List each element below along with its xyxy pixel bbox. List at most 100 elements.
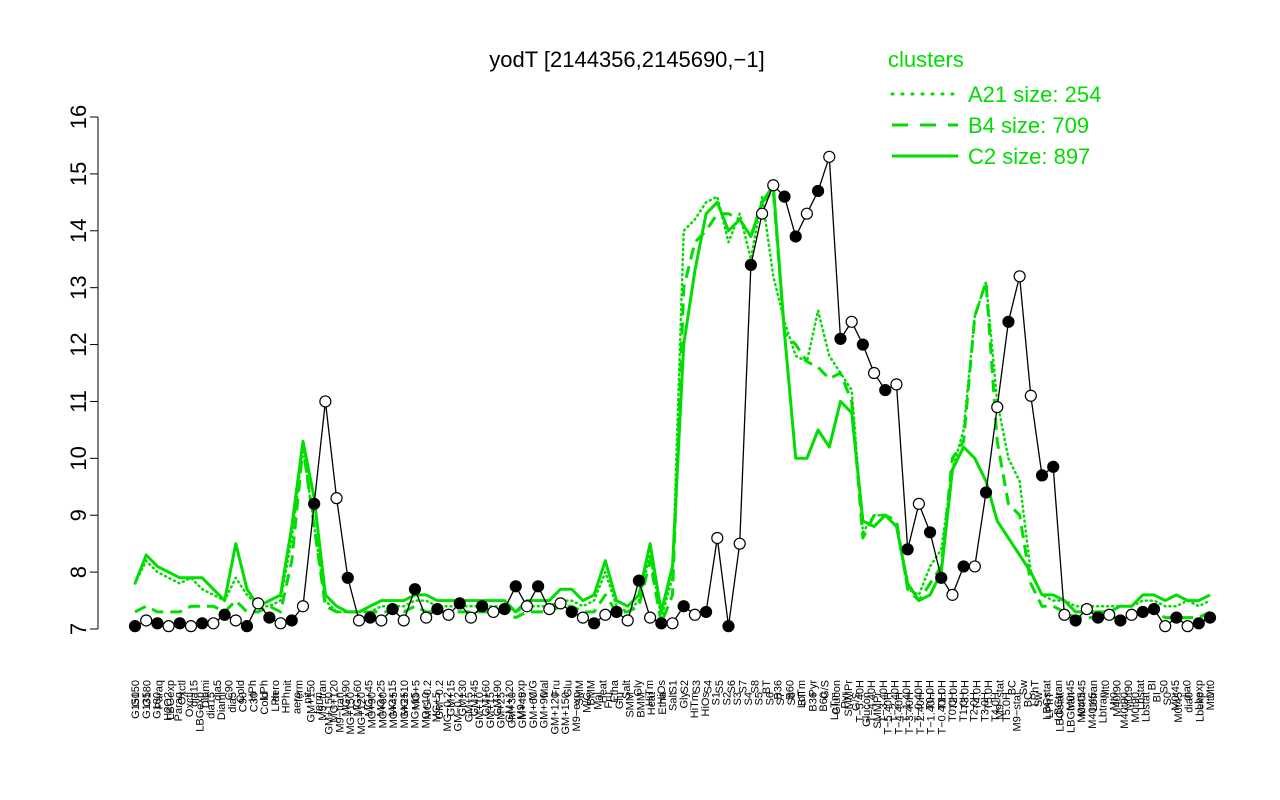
x-tick-label: BC [1022, 692, 1034, 707]
data-point [946, 588, 959, 601]
data-point [509, 580, 522, 593]
x-tick-label: M40t45 [1076, 680, 1088, 717]
data-point [1136, 605, 1149, 619]
x-tick-label: dia5 [212, 680, 224, 701]
data-point [319, 395, 332, 408]
data-point [352, 614, 366, 627]
data-point [464, 611, 478, 624]
data-point [867, 366, 881, 380]
x-tick-label: T−1.40H [926, 692, 938, 735]
legend: clusters A21 size: 254 B4 size: 709 C2 siz… [888, 47, 1101, 169]
x-tick-label: S8 [749, 680, 761, 693]
data-point [979, 486, 993, 499]
x-tick-label: GM+90 [492, 680, 504, 716]
x-tick-label: M9−tran [317, 680, 329, 721]
data-point [196, 617, 209, 630]
x-tick-label: G150 [130, 680, 142, 707]
legend-label: A21 size: 254 [968, 82, 1101, 107]
x-tick-label: ferm [313, 692, 325, 714]
x-tick-label: Salt [621, 680, 633, 699]
x-tick-label: GM+120 [549, 692, 561, 735]
x-tick-label: MG+5 [410, 680, 422, 710]
x-tick-label: MG+120 [329, 680, 341, 723]
x-tick-label: M0t45 [1065, 680, 1077, 711]
y-axis: 7 8 9 10 11 12 13 14 15 16 [66, 105, 99, 635]
x-tick-label: HiTm [689, 692, 701, 718]
x-tick-label: SMMPr [843, 680, 855, 717]
x-tick-label: Oxctl [177, 680, 189, 705]
data-point [487, 605, 500, 619]
x-tick-label: HiOs [656, 680, 668, 705]
x-tick-label: S3 [691, 680, 703, 693]
x-tick-label: MG−0.2 [442, 692, 454, 731]
x-tick-label: M9−tran [334, 692, 346, 733]
x-tick-label: LBGtran [1065, 692, 1077, 733]
data-point [644, 611, 657, 624]
x-tick-label: Diami [216, 692, 228, 720]
data-point [520, 600, 534, 613]
x-tick-label: GM+60 [481, 680, 493, 716]
data-point [330, 492, 343, 505]
x-tick-label: dia0 [1184, 692, 1196, 713]
data-point [576, 611, 590, 624]
x-tick-label: S4 [743, 692, 755, 705]
x-tick-label: Mt0 [1108, 692, 1120, 710]
x-tick-label: GM+25 [496, 692, 508, 728]
x-tick-label: S3 [732, 692, 744, 705]
data-point [1035, 469, 1049, 482]
x-tick-label: G150 [130, 692, 142, 719]
data-point [296, 600, 310, 613]
data-point [341, 571, 354, 584]
x-tick-label: Glucon [831, 680, 843, 715]
x-tick-label: T−5.40H [883, 692, 895, 735]
x-tick-label: Sw [1018, 680, 1030, 695]
x-tick-label: G180 [152, 692, 164, 719]
x-tick-label: G135 [141, 692, 153, 719]
x-tick-label: S0 [1162, 692, 1174, 705]
x-tick-label: T−1.40H [901, 680, 913, 723]
x-tick-label: MG+25 [375, 680, 387, 716]
x-tick-label: aero [291, 692, 303, 714]
x-tick-label: C90 [238, 692, 250, 712]
x-tick-label: GM+45 [517, 692, 529, 728]
x-tick-label: BI [1151, 692, 1163, 702]
data-point [263, 611, 276, 624]
data-point [1013, 270, 1026, 283]
x-tick-label: G180 [142, 680, 154, 707]
data-point [162, 620, 175, 633]
x-tick-label: BC [1006, 680, 1018, 695]
x-tick-label: S6 [764, 692, 776, 705]
x-tick-label: Etha [657, 691, 669, 715]
x-tick-label: HPh [247, 680, 259, 701]
data-point [498, 602, 511, 616]
y-tick-label: 8 [66, 566, 91, 578]
data-point [744, 258, 757, 272]
x-tick-label: dia15 [188, 680, 200, 707]
x-tick-label: Pyr [808, 680, 820, 697]
x-tick-label: T0.0H [925, 680, 937, 710]
data-point [397, 614, 410, 627]
x-tick-label: C90 [223, 680, 235, 700]
x-tick-label: HiOs [700, 692, 712, 717]
y-tick-label: 12 [66, 332, 91, 356]
x-tick-label: MG+10 [399, 680, 411, 716]
legend-label: C2 size: 897 [968, 144, 1090, 169]
x-tick-label: S5 [754, 692, 766, 705]
data-point [588, 617, 601, 630]
y-tick-label: 11 [66, 390, 91, 413]
data-point [252, 597, 265, 610]
data-point [1091, 611, 1105, 624]
data-point [1047, 460, 1060, 473]
x-tick-label: MG−0.2 [422, 680, 434, 719]
x-tick-label: MG+90 [367, 692, 379, 728]
y-tick-label: 15 [66, 162, 91, 186]
x-tick-label: LBGstat [1041, 680, 1053, 720]
data-point [789, 230, 802, 243]
data-point [722, 620, 735, 633]
data-point [1002, 315, 1015, 328]
data-point [543, 602, 556, 616]
x-tick-label: MG+15 [410, 692, 422, 728]
data-point [856, 338, 869, 351]
data-point [274, 617, 287, 630]
x-tick-label: MG+60 [377, 692, 389, 728]
